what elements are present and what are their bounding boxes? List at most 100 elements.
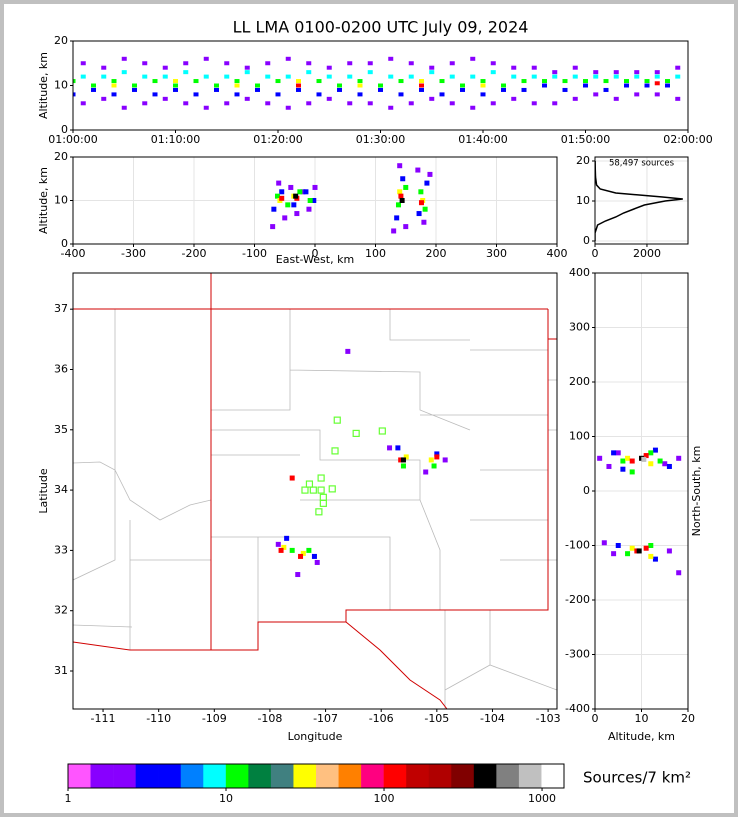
source-point bbox=[271, 206, 277, 212]
source-point bbox=[296, 79, 301, 84]
y-tick-label: 20 bbox=[54, 34, 68, 47]
source-point bbox=[648, 450, 654, 456]
x-tick-label: 01:10:00 bbox=[151, 133, 200, 146]
source-point bbox=[408, 61, 414, 66]
source-point bbox=[244, 96, 250, 101]
source-point bbox=[675, 96, 681, 101]
source-point bbox=[294, 211, 300, 217]
y-tick-label: 0 bbox=[61, 237, 68, 250]
source-point bbox=[593, 74, 599, 79]
plot-area bbox=[595, 273, 688, 709]
color-segment bbox=[113, 764, 136, 788]
source-point bbox=[142, 61, 148, 66]
source-point bbox=[296, 87, 301, 92]
source-point bbox=[442, 457, 448, 463]
source-point bbox=[644, 83, 650, 88]
source-point bbox=[337, 83, 342, 88]
source-point bbox=[255, 83, 260, 88]
y-axis-label: North-South, km bbox=[690, 446, 703, 537]
source-point bbox=[439, 92, 445, 97]
source-point bbox=[279, 195, 285, 201]
source-point bbox=[275, 541, 281, 547]
source-point bbox=[403, 224, 409, 230]
source-point bbox=[357, 83, 363, 88]
source-point bbox=[234, 79, 240, 84]
source-point bbox=[480, 92, 486, 97]
source-point bbox=[620, 466, 626, 472]
source-point bbox=[183, 61, 189, 66]
source-point bbox=[490, 70, 496, 75]
source-point bbox=[111, 83, 117, 88]
source-point bbox=[470, 105, 476, 110]
source-point bbox=[398, 79, 404, 84]
source-point bbox=[511, 65, 517, 70]
y-tick-label: 0 bbox=[583, 484, 590, 497]
source-point bbox=[347, 61, 353, 66]
source-point bbox=[676, 455, 682, 461]
source-point bbox=[132, 83, 137, 88]
source-point bbox=[234, 92, 240, 97]
source-point bbox=[620, 458, 626, 464]
annotation: 58,497 sources bbox=[609, 159, 675, 169]
source-point bbox=[572, 96, 578, 101]
source-point bbox=[111, 92, 117, 97]
source-point bbox=[183, 101, 189, 106]
plot-frame bbox=[594, 272, 689, 710]
station bbox=[305, 480, 314, 488]
y-tick-label: 33 bbox=[54, 543, 68, 556]
source-point bbox=[121, 56, 127, 61]
station bbox=[301, 486, 309, 494]
source-point bbox=[278, 547, 284, 553]
source-point bbox=[121, 105, 127, 110]
plot-frame bbox=[72, 272, 558, 710]
source-point bbox=[193, 92, 199, 97]
source-point bbox=[394, 215, 400, 221]
source-point bbox=[665, 83, 670, 88]
source-point bbox=[666, 548, 672, 554]
x-tick-label: 400 bbox=[547, 247, 568, 260]
source-point bbox=[367, 61, 373, 66]
x-tick-label: 200 bbox=[426, 247, 447, 260]
x-tick-label: 01:20:00 bbox=[253, 133, 302, 146]
x-tick-label: -200 bbox=[182, 247, 207, 260]
source-point bbox=[531, 65, 537, 70]
source-point bbox=[265, 101, 271, 106]
x-tick-label: 1000 bbox=[528, 792, 556, 805]
source-point bbox=[183, 70, 189, 75]
color-segment bbox=[541, 764, 565, 788]
y-tick-label: 100 bbox=[569, 430, 590, 443]
color-segment bbox=[316, 764, 339, 788]
source-point bbox=[203, 74, 209, 79]
source-point bbox=[665, 79, 670, 84]
y-tick-label: 10 bbox=[576, 194, 590, 207]
source-point bbox=[583, 79, 588, 84]
source-point bbox=[162, 96, 168, 101]
y-tick-label: -300 bbox=[565, 648, 590, 661]
source-point bbox=[423, 469, 429, 475]
source-point bbox=[142, 74, 148, 79]
source-point bbox=[416, 211, 422, 217]
y-tick-label: 37 bbox=[54, 302, 68, 315]
source-point bbox=[439, 79, 445, 84]
station bbox=[331, 447, 339, 455]
y-axis-label: Altitude, km bbox=[37, 167, 50, 234]
x-tick-label: 300 bbox=[486, 247, 507, 260]
source-point bbox=[275, 92, 281, 97]
y-tick-label: 31 bbox=[54, 664, 68, 677]
source-point bbox=[162, 65, 168, 70]
source-point bbox=[291, 202, 297, 208]
source-point bbox=[470, 74, 476, 79]
source-point bbox=[624, 83, 629, 88]
source-point bbox=[311, 198, 317, 203]
source-point bbox=[224, 101, 230, 106]
source-point bbox=[203, 105, 209, 110]
x-axis-label: Longitude bbox=[288, 730, 343, 743]
color-segment bbox=[361, 764, 384, 788]
source-point bbox=[562, 79, 568, 84]
source-point bbox=[408, 74, 414, 79]
source-point bbox=[636, 548, 642, 554]
source-point bbox=[428, 457, 434, 463]
x-tick-label: 100 bbox=[365, 247, 386, 260]
source-point bbox=[244, 65, 250, 70]
